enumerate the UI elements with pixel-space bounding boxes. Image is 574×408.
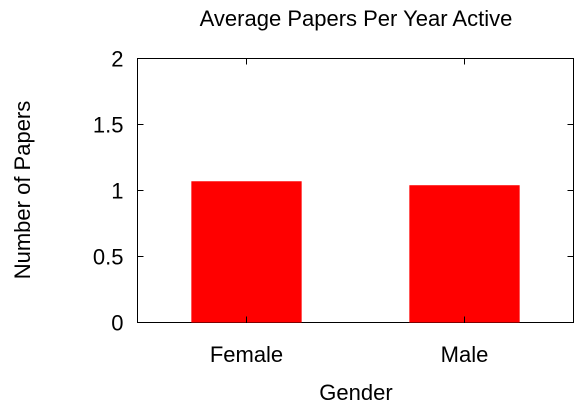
y-tick-label: 2 bbox=[111, 47, 123, 72]
y-tick-label: 1.5 bbox=[93, 113, 124, 138]
x-axis-label: Gender bbox=[319, 380, 392, 405]
chart-title: Average Papers Per Year Active bbox=[200, 6, 513, 31]
y-tick-label: 0 bbox=[111, 311, 123, 336]
bar-female bbox=[191, 181, 302, 323]
y-axis: 0 0.5 1 1.5 2 bbox=[93, 47, 574, 336]
x-tick-label: Male bbox=[441, 342, 489, 367]
bars-layer bbox=[191, 181, 520, 323]
x-axis: Female Male bbox=[210, 58, 489, 367]
x-tick-label: Female bbox=[210, 342, 283, 367]
y-axis-label: Number of Papers bbox=[10, 101, 35, 280]
y-tick-label: 1 bbox=[111, 179, 123, 204]
bar-male bbox=[409, 185, 520, 323]
y-tick-label: 0.5 bbox=[93, 245, 124, 270]
